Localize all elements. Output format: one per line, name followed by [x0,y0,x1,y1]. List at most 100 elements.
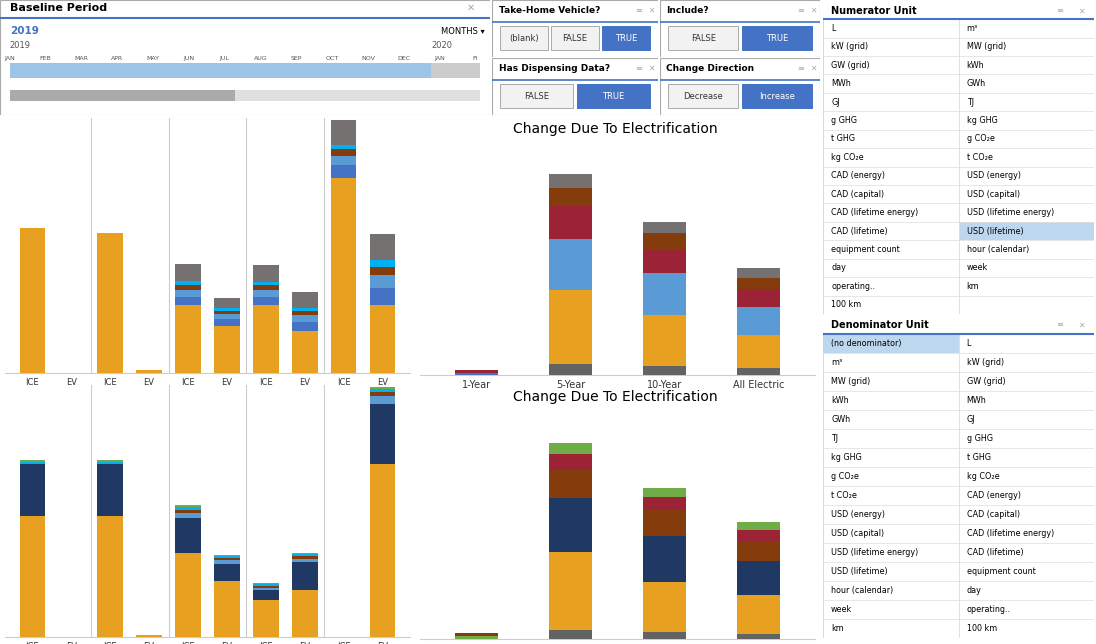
Text: TRUE: TRUE [615,33,637,43]
Bar [959,467,1094,486]
Bar [20,516,45,637]
Text: NOV: NOV [361,56,375,61]
Text: CAD (capital): CAD (capital) [967,510,1019,519]
Text: USD (lifetime): USD (lifetime) [967,227,1024,236]
Bar [959,353,1094,372]
Text: g GHG: g GHG [967,434,993,443]
Text: CAD (capital): CAD (capital) [831,190,884,199]
Bar [823,19,959,37]
Bar [823,111,959,129]
Text: MW (grid): MW (grid) [831,377,870,386]
Bar [10,90,480,101]
Bar [370,288,396,305]
Bar [98,464,123,516]
Bar [370,234,396,260]
Bar [643,536,686,582]
Bar [959,334,1094,353]
Bar [738,335,779,368]
Bar [643,233,686,250]
Bar [959,429,1094,448]
Bar [175,296,201,305]
Text: CAD (lifetime): CAD (lifetime) [967,548,1024,557]
Text: km: km [967,282,980,291]
Bar [293,554,318,556]
Bar [959,129,1094,148]
Text: 5-Year: 5-Year [195,393,220,402]
Bar [253,583,278,584]
Bar [823,204,959,222]
Bar [667,84,739,108]
Bar [331,156,356,165]
Bar [602,26,650,50]
Bar [253,305,278,373]
Text: operating..: operating.. [831,282,875,291]
Text: Numerator Unit: Numerator Unit [831,6,916,15]
Text: 2020: 2020 [431,41,453,50]
Text: USD (energy): USD (energy) [831,510,886,519]
Text: JUL: JUL [219,56,229,61]
Bar [738,289,779,307]
Bar [175,305,201,373]
Bar [253,591,278,600]
Bar [136,635,162,637]
Bar [959,19,1094,37]
Text: USD (energy): USD (energy) [967,171,1020,180]
Bar [253,282,278,285]
Bar [293,591,318,637]
Bar [959,391,1094,410]
Bar [959,619,1094,638]
Text: GW (grid): GW (grid) [967,377,1005,386]
Text: ✕: ✕ [648,64,654,73]
Text: Has Dispensing Data?: Has Dispensing Data? [499,64,609,73]
Bar [643,632,686,639]
Bar [370,267,396,275]
Text: CAD (lifetime energy): CAD (lifetime energy) [831,208,918,217]
Text: 2019: 2019 [10,41,31,50]
Bar [549,187,592,206]
Bar [823,619,959,638]
Bar [959,185,1094,204]
Text: CAD (lifetime): CAD (lifetime) [831,227,888,236]
Bar [253,585,278,587]
Text: FALSE: FALSE [562,33,587,43]
Bar [959,240,1094,259]
Bar [823,277,959,296]
Bar [253,600,278,637]
Bar [643,273,686,315]
Text: L: L [831,24,835,33]
Text: DEC: DEC [397,56,410,61]
Text: Baseline Period: Baseline Period [10,3,107,13]
Bar [20,460,45,462]
Bar [175,518,201,553]
Bar [455,636,498,639]
Text: m³: m³ [831,357,843,366]
Bar [253,290,278,296]
Bar [823,56,959,75]
Text: Baseline: Baseline [34,393,70,402]
Bar [98,516,123,637]
Text: day: day [831,263,846,272]
Text: MWh: MWh [831,79,850,88]
Bar [643,315,686,366]
Bar [549,454,592,470]
Bar [215,555,240,556]
Text: ✕: ✕ [810,6,817,15]
Bar [959,296,1094,314]
Bar [823,600,959,619]
Bar [823,148,959,167]
Bar [215,581,240,637]
Text: day: day [967,586,982,595]
Bar [370,387,396,389]
Text: g GHG: g GHG [831,116,857,125]
Bar [370,260,396,267]
Text: (blank): (blank) [510,33,539,43]
Bar [959,111,1094,129]
Text: USD (lifetime energy): USD (lifetime energy) [967,208,1054,217]
Bar [136,370,162,373]
Text: kg GHG: kg GHG [967,116,997,125]
Text: kW (grid): kW (grid) [831,43,868,52]
Bar [738,540,779,560]
Bar [215,319,240,327]
Bar [959,448,1094,467]
Text: MAY: MAY [147,56,160,61]
